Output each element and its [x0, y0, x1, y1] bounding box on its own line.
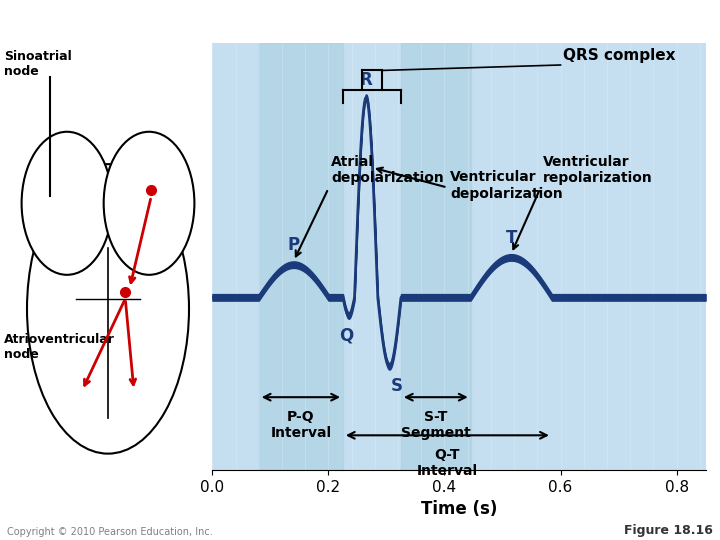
Bar	[258, 43, 343, 470]
Text: Q-T
Interval: Q-T Interval	[417, 448, 478, 478]
Text: QRS complex: QRS complex	[564, 48, 676, 63]
Text: Q: Q	[338, 326, 353, 345]
Text: T: T	[505, 228, 517, 247]
X-axis label: Time (s): Time (s)	[420, 500, 498, 518]
Bar	[401, 43, 471, 470]
Text: Atrioventricular
node: Atrioventricular node	[4, 333, 115, 361]
Ellipse shape	[27, 164, 189, 454]
Ellipse shape	[22, 132, 112, 275]
Text: S: S	[390, 377, 402, 395]
Text: Ventricular
depolarization: Ventricular depolarization	[450, 171, 563, 201]
Text: Atrial
depolarization: Atrial depolarization	[331, 154, 444, 185]
Text: R: R	[360, 71, 372, 89]
Text: Figure 18.16: Figure 18.16	[624, 524, 713, 537]
Text: S-T
Segment: S-T Segment	[401, 410, 471, 440]
Ellipse shape	[104, 132, 194, 275]
Text: P: P	[287, 236, 300, 254]
Text: Ventricular
repolarization: Ventricular repolarization	[543, 154, 653, 185]
Text: P-Q
Interval: P-Q Interval	[270, 410, 331, 440]
Text: Sinoatrial
node: Sinoatrial node	[4, 50, 72, 78]
Text: Copyright © 2010 Pearson Education, Inc.: Copyright © 2010 Pearson Education, Inc.	[7, 527, 213, 537]
